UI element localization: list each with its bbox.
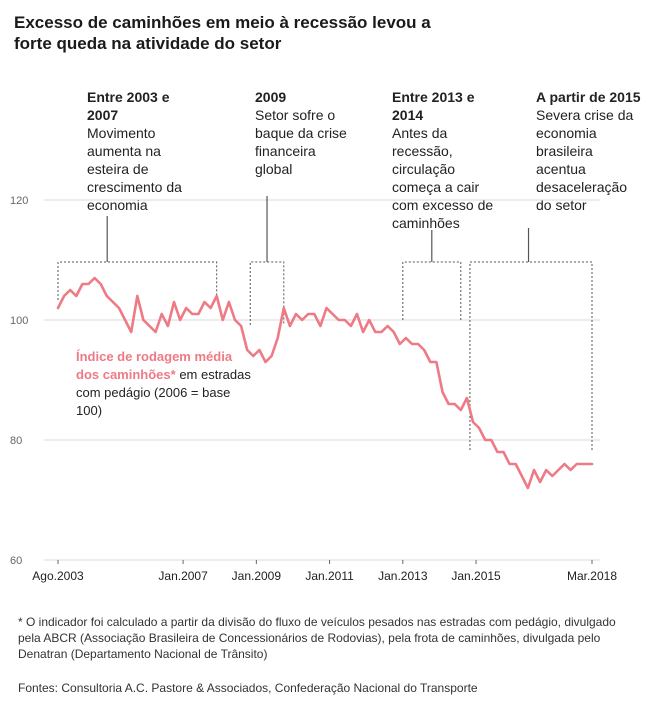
annotation-text: Antes da recessão, circulação começa a c… <box>392 125 494 231</box>
annotation-text: Severa crise da economia brasileira acen… <box>536 107 634 213</box>
annotation-bracket <box>402 261 462 320</box>
x-tick-label: Jan.2015 <box>451 569 501 583</box>
annotation-heading: 2009 <box>255 89 287 105</box>
series-label-highlight: Índice de rodagem média dos caminhões* <box>76 349 233 382</box>
source-note: Fontes: Consultoria A.C. Pastore & Assoc… <box>18 681 478 695</box>
annotation-heading: Entre 2013 e 2014 <box>392 89 475 123</box>
y-tick-label: 100 <box>10 315 28 327</box>
annotation-heading: A partir de 2015 <box>536 89 641 105</box>
annotation-text: Movimento aumenta na esteira de crescime… <box>87 125 182 213</box>
y-tick-label: 80 <box>10 435 22 447</box>
annotation-2009: 2009 Setor sofre o baque da crise financ… <box>255 88 347 178</box>
annotation-2013-2014: Entre 2013 e 2014 Antes da recessão, cir… <box>392 88 504 232</box>
y-axis-ticks: 60 80 100 120 <box>10 195 28 567</box>
annotation-bracket <box>249 261 285 325</box>
x-tick-label: Jan.2011 <box>305 569 354 583</box>
series-label: Índice de rodagem média dos caminhões* e… <box>76 348 256 420</box>
annotation-text: Setor sofre o baque da crise financeira … <box>255 107 347 177</box>
x-tick-label: Ago.2003 <box>32 569 84 583</box>
annotation-bracket <box>469 261 593 450</box>
annotation-brackets <box>57 196 593 450</box>
chart-title: Excesso de caminhões em meio à recessão … <box>14 13 431 53</box>
footnote: * O indicador foi calculado a partir da … <box>18 615 616 661</box>
annotation-2003-2007: Entre 2003 e 2007 Movimento aumenta na e… <box>87 88 199 214</box>
x-tick-label: Mar.2018 <box>567 569 617 583</box>
x-axis-ticks: Ago.2003 Jan.2007 Jan.2009 Jan.2011 Jan.2013… <box>32 560 617 583</box>
series-label-description: em estradas com pedágio (2006 = base 100… <box>76 367 251 418</box>
annotation-2015: A partir de 2015 Severa crise da economi… <box>536 88 644 214</box>
x-tick-label: Jan.2007 <box>158 569 208 583</box>
annotation-bracket <box>57 261 218 300</box>
annotation-heading: Entre 2003 e 2007 <box>87 89 170 123</box>
y-tick-label: 60 <box>10 555 22 567</box>
x-tick-label: Jan.2013 <box>378 569 428 583</box>
y-tick-label: 120 <box>10 195 28 207</box>
series-line-rodagem <box>56 276 594 490</box>
x-tick-label: Jan.2009 <box>232 569 282 583</box>
